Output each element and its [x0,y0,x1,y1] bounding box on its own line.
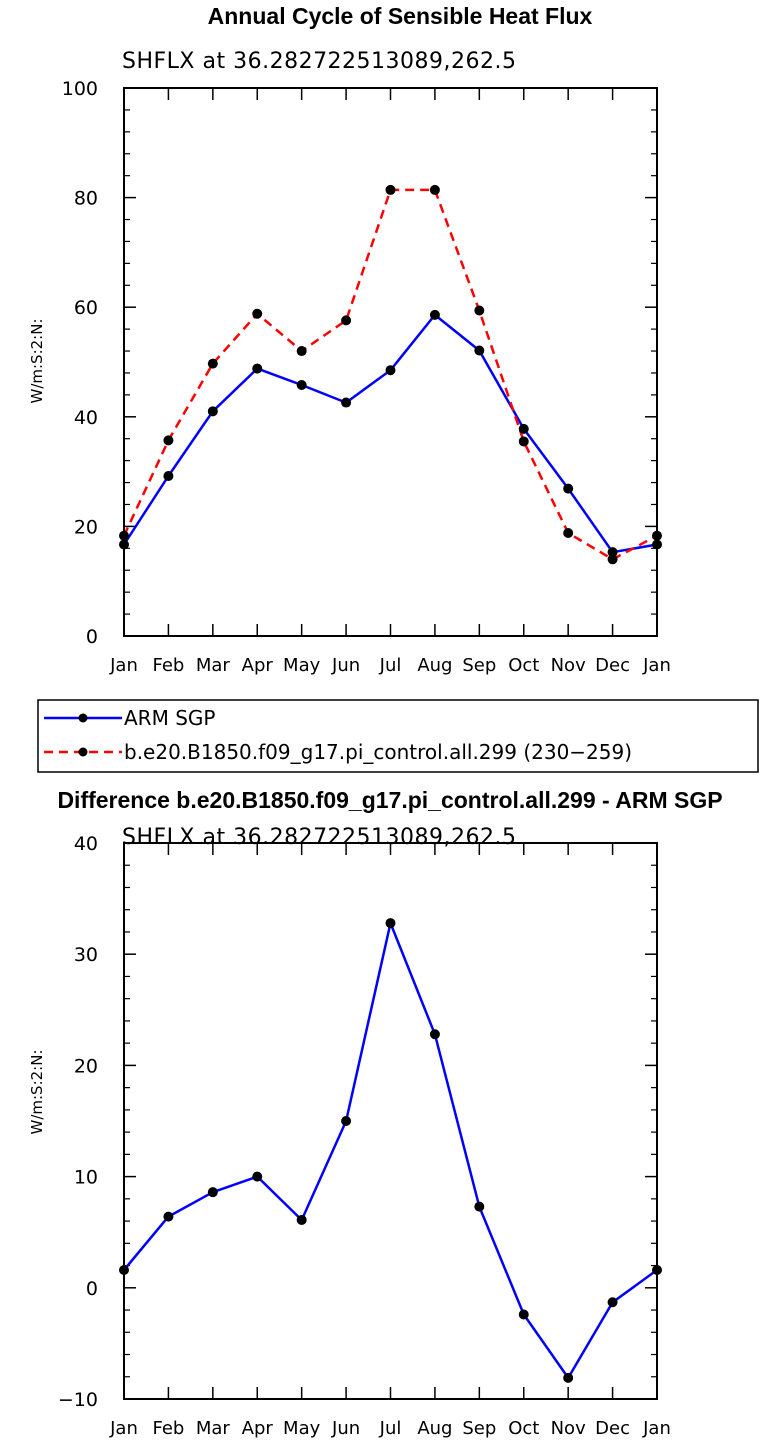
legend-entry-arm-sgp: ARM SGP [44,706,215,730]
data-point [207,358,218,369]
x-tick-label: Aug [417,655,452,676]
x-tick-label: Aug [417,1418,452,1439]
data-point [607,547,618,558]
data-point [563,527,574,538]
y-axis-label: W/m:S:2:N: [28,1050,46,1135]
data-point [296,346,307,357]
y-tick-label: −10 [58,1389,98,1411]
x-tick-label: May [283,655,321,676]
data-point [429,309,440,320]
chart-subtitle: SHFLX at 36.282722513089,262.5 [122,49,517,74]
x-tick-label: Oct [508,1418,539,1439]
x-tick-label: Nov [551,1418,586,1439]
x-tick-label: Feb [152,655,184,676]
legend-marker [78,713,88,723]
x-tick-label: Oct [508,655,539,676]
x-tick-label: Apr [242,1418,274,1439]
annual-cycle-chart: Annual Cycle of Sensible Heat Flux SHFLX… [28,3,671,676]
legend-label: b.e20.B1850.f09_g17.pi_control.all.299 (… [124,740,632,764]
legend-marker [78,747,88,757]
y-tick-label: 10 [74,1167,98,1189]
data-point [341,315,352,326]
x-tick-label: Jul [379,655,402,676]
data-point [163,435,174,446]
data-point [252,308,263,319]
x-tick-label: Jun [331,1418,360,1439]
legend-label: ARM SGP [124,706,215,730]
y-tick-label: 20 [74,1055,98,1077]
data-point [474,305,485,316]
y-tick-label: 0 [86,1278,98,1300]
series-line [122,313,658,554]
data-point [296,1214,307,1225]
legend-entry-model: b.e20.B1850.f09_g17.pi_control.all.299 (… [44,740,632,764]
chart-title: Difference b.e20.B1850.f09_g17.pi_contro… [57,787,722,813]
data-point [252,1171,263,1182]
data-point [207,406,218,417]
data-point [429,1029,440,1040]
chart-title: Annual Cycle of Sensible Heat Flux [208,3,593,29]
legend: ARM SGP b.e20.B1850.f09_g17.pi_control.a… [37,699,759,773]
x-tick-label: Sep [462,1418,496,1439]
plot-frame [123,842,658,1400]
y-tick-label: 40 [74,407,98,429]
data-point [252,363,263,374]
data-point [518,423,529,434]
series-layer [119,918,662,1383]
y-tick-label: 40 [74,833,98,855]
data-point [518,1309,529,1320]
y-tick-label: 60 [74,297,98,319]
data-point [163,1211,174,1222]
y-tick-label: 20 [74,516,98,538]
data-point [563,1372,574,1383]
x-tick-label: Feb [152,1418,184,1439]
plot-frame [123,87,658,637]
data-point [563,483,574,494]
data-point [607,554,618,565]
x-tick-label: Nov [551,655,586,676]
x-tick-label: Mar [196,655,231,676]
ticks [123,87,658,637]
data-point [163,470,174,481]
x-tick-label: May [283,1418,321,1439]
x-tick-label: Dec [595,655,630,676]
x-tick-label: Jan [642,655,671,676]
series-layer [119,184,662,565]
data-point [341,397,352,408]
chart-subtitle: SHFLX at 36.282722513089,262.5 [122,825,517,850]
data-point [207,1187,218,1198]
data-point [341,1116,352,1126]
data-point [296,380,307,391]
ticks [123,842,658,1400]
y-tick-label: 0 [86,626,98,648]
y-tick-label: 100 [62,78,98,100]
x-tick-label: Dec [595,1418,630,1439]
data-point [474,345,485,356]
y-tick-label: 80 [74,188,98,210]
legend-box [37,699,759,773]
data-point [429,184,440,195]
x-tick-label: Jan [109,1418,138,1439]
series-line [123,921,658,1380]
x-tick-label: Jan [109,655,138,676]
y-axis-label: W/m:S:2:N: [28,319,46,404]
x-tick-label: Mar [196,1418,231,1439]
tick-labels: Jan Feb Mar Apr May Jun Jul Aug Sep Oct Nov Dec Jan 0… [62,78,671,676]
data-point [385,918,396,929]
tick-labels: Jan Feb Mar Apr May Jun Jul Aug Sep Oct Nov Dec Jan−… [58,833,671,1439]
data-point [385,365,396,376]
x-tick-label: Sep [462,655,496,676]
x-tick-label: Jul [379,1418,402,1439]
data-point [607,1297,618,1308]
data-point [385,184,396,195]
x-tick-label: Jun [331,655,360,676]
difference-chart: Difference b.e20.B1850.f09_g17.pi_contro… [28,787,723,1439]
x-tick-label: Jan [642,1418,671,1439]
data-point [474,1201,485,1212]
y-tick-label: 30 [74,944,98,966]
data-point [518,436,529,447]
x-tick-label: Apr [242,655,274,676]
